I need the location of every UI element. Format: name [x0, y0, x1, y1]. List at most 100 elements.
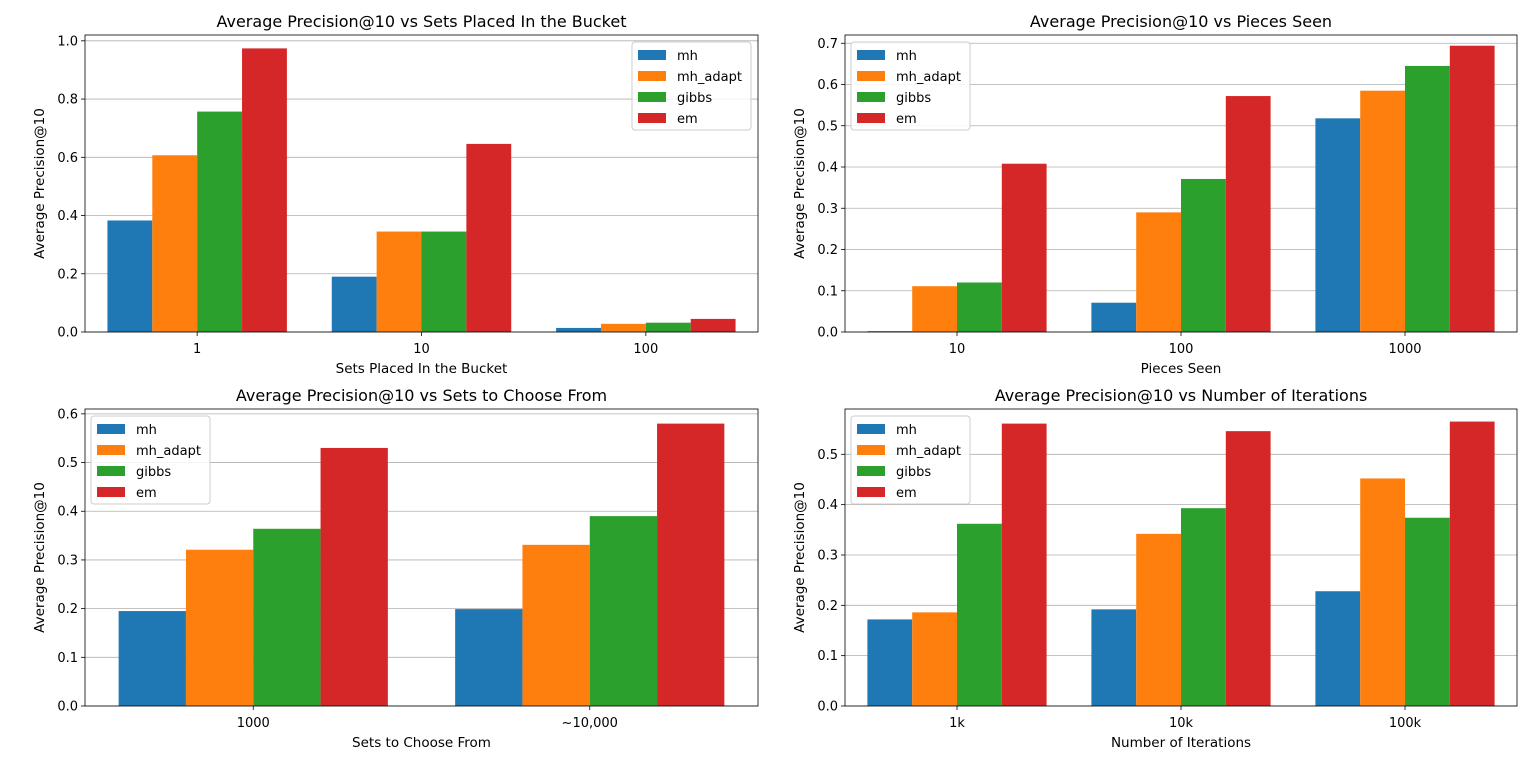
legend-swatch: [97, 487, 125, 497]
y-tick-label: 0.5: [817, 119, 838, 134]
bar-series-gibbs: [197, 111, 691, 333]
legend-label: mh_adapt: [677, 70, 742, 85]
legend-label: em: [896, 486, 917, 501]
legend-item-mh_adapt: mh_adapt: [97, 444, 201, 459]
legend-box: [90, 415, 211, 505]
legend-item-em: em: [97, 486, 157, 501]
y-tick-label: 0.5: [817, 448, 838, 463]
legend-label: em: [896, 112, 917, 127]
bar-mh_adapt-100: [1136, 212, 1181, 332]
axes-frame: [844, 34, 1518, 333]
y-axis-label: Average Precision@10: [792, 108, 808, 259]
legend-item-em: em: [638, 112, 698, 127]
x-tick-label: 100: [1169, 342, 1194, 357]
bar-gibbs-10k: [1181, 508, 1226, 706]
legend-item-mh_adapt: mh_adapt: [857, 70, 961, 85]
legend-swatch: [857, 113, 885, 123]
legend-item-em: em: [857, 486, 917, 501]
bar-gibbs-100k: [1405, 517, 1450, 706]
bar-mh-100: [556, 327, 601, 332]
bar-series-mh: [867, 118, 1361, 332]
bar-series-mh_adapt: [912, 90, 1405, 332]
bar-series-em: [242, 48, 736, 333]
legend-swatch: [638, 71, 666, 81]
bar-em-1000: [1449, 45, 1495, 332]
x-tick-label: 10k: [1169, 716, 1194, 731]
legend-item-mh: mh: [857, 49, 917, 64]
bar-em-~10,000: [657, 423, 725, 706]
legend-swatch: [97, 424, 125, 434]
bar-series-mh: [118, 609, 523, 706]
bar-series-mh_adapt: [912, 478, 1405, 706]
x-tick-label: 100: [633, 342, 658, 357]
bar-series-gibbs: [253, 516, 658, 706]
x-axis-ticks: 10 100 1000: [949, 332, 1422, 357]
y-tick-label: 0.0: [57, 326, 78, 341]
y-tick-label: 0.4: [817, 498, 838, 513]
legend-label: mh_adapt: [136, 444, 201, 459]
y-tick-label: 0.2: [817, 243, 838, 258]
y-tick-label: 1.0: [57, 34, 78, 49]
legend-swatch: [857, 445, 885, 455]
legend-label: mh_adapt: [896, 70, 961, 85]
y-tick-label: 0.2: [57, 602, 78, 617]
bar-gibbs-100: [645, 322, 691, 332]
bar-em-10: [466, 143, 512, 332]
bars: [118, 423, 725, 706]
bars: [107, 48, 736, 333]
legend-item-mh_adapt: mh_adapt: [638, 70, 742, 85]
bar-mh_adapt-10: [912, 286, 957, 332]
y-tick-label: 0.3: [817, 202, 838, 217]
bar-mh-100: [1091, 302, 1137, 332]
y-tick-label: 0.5: [57, 456, 78, 471]
legend-label: mh_adapt: [896, 444, 961, 459]
bar-series-gibbs: [957, 508, 1450, 706]
legend-label: em: [677, 112, 698, 127]
x-axis-label: Pieces Seen: [1141, 361, 1222, 377]
chart-title: Average Precision@10 vs Pieces Seen: [1030, 12, 1332, 31]
x-axis-label: Number of Iterations: [1111, 735, 1251, 751]
legend-label: mh: [677, 49, 698, 64]
y-axis-ticks: 0.0 0.1 0.2 0.3 0.4 0.5 0.6 0.7: [817, 37, 845, 341]
x-tick-label: 1000: [1388, 342, 1421, 357]
x-tick-label: 1k: [949, 716, 965, 731]
axes-frame: [84, 408, 759, 707]
bar-mh-~10,000: [455, 609, 523, 706]
bars: [867, 45, 1495, 332]
bar-series-gibbs: [957, 65, 1450, 332]
legend-label: mh: [896, 49, 917, 64]
y-tick-label: 0.3: [57, 553, 78, 568]
y-tick-label: 0.6: [817, 78, 838, 93]
legend-swatch: [638, 92, 666, 102]
legend-item-mh: mh: [638, 49, 698, 64]
bar-mh_adapt-100: [600, 323, 646, 332]
legend-swatch: [638, 50, 666, 60]
chart-title: Average Precision@10 vs Number of Iterat…: [995, 386, 1368, 405]
legend-box: [631, 41, 752, 131]
bar-mh_adapt-~10,000: [522, 544, 590, 706]
x-axis-ticks: 1 10 100: [193, 332, 658, 357]
y-tick-label: 0.4: [57, 505, 78, 520]
x-axis-ticks: 1k 10k 100k: [949, 706, 1422, 731]
legend-swatch: [857, 92, 885, 102]
y-tick-label: 0.4: [57, 209, 78, 224]
bar-mh_adapt-1k: [912, 612, 957, 706]
bar-em-100: [690, 318, 736, 332]
y-axis-ticks: 0.0 0.1 0.2 0.3 0.4 0.5 0.6: [57, 407, 85, 715]
bar-mh-10k: [1091, 609, 1137, 706]
bar-em-1k: [1001, 423, 1047, 706]
y-tick-label: 0.1: [817, 649, 838, 664]
bar-series-mh: [867, 591, 1361, 706]
y-tick-label: 0.3: [817, 548, 838, 563]
y-tick-label: 0.0: [817, 700, 838, 715]
legend-swatch: [638, 113, 666, 123]
bar-em-10: [1001, 163, 1047, 332]
y-axis-label: Average Precision@10: [32, 482, 48, 633]
bar-mh_adapt-1000: [185, 549, 254, 706]
bar-series-em: [1001, 45, 1495, 332]
chart-panel-1: 0.0 0.2 0.4 0.6 0.8 1.0 1 10 100 Average Precisio…: [32, 12, 759, 377]
legend-item-gibbs: gibbs: [638, 91, 712, 106]
bar-mh-10: [331, 276, 377, 332]
legend-swatch: [97, 445, 125, 455]
